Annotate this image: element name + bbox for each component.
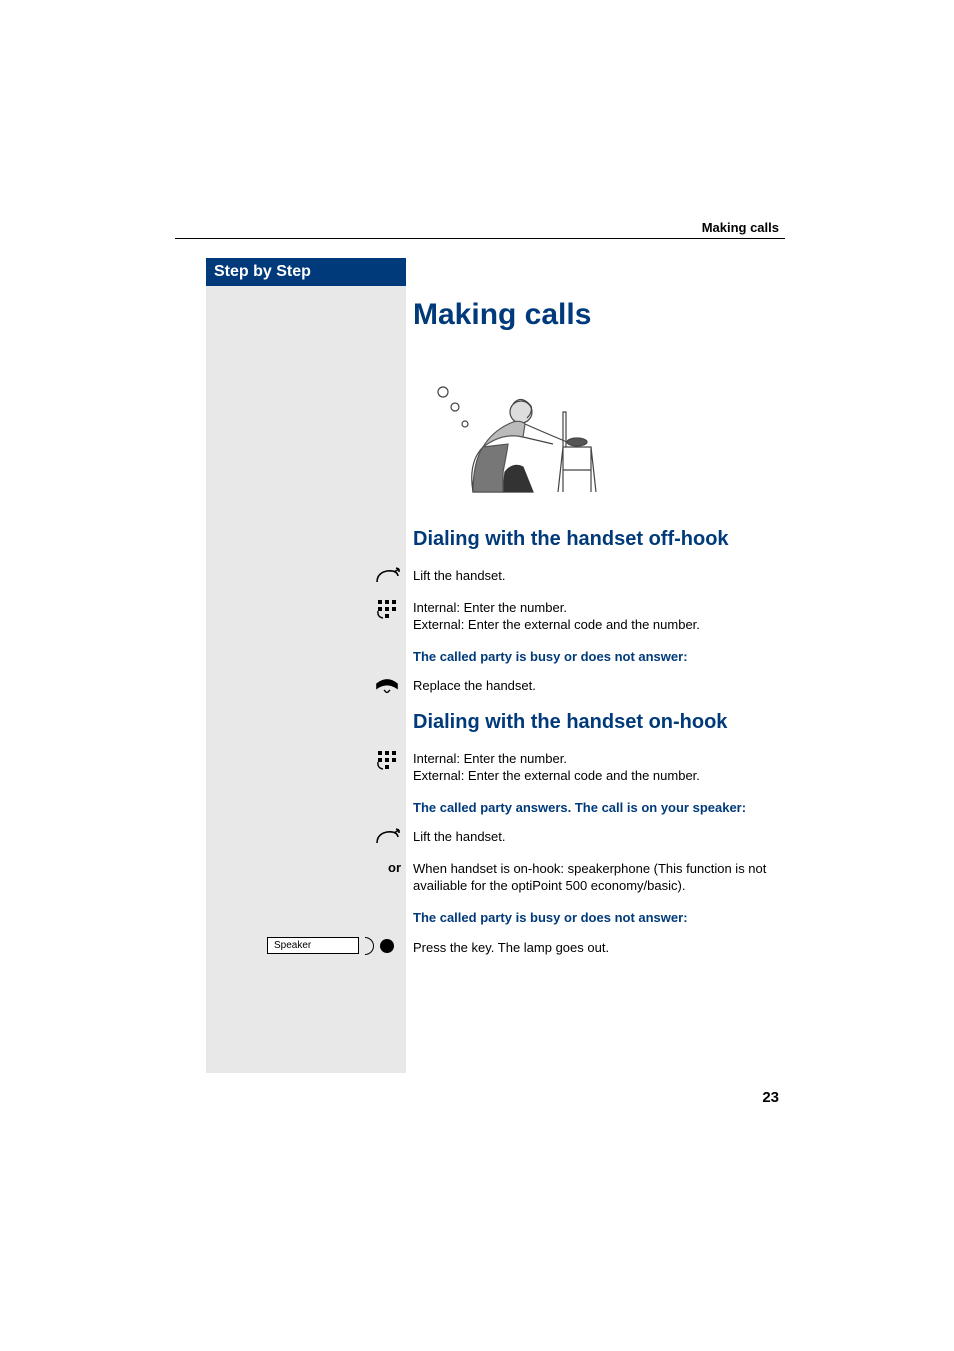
section-heading: Dialing with the handset on-hook <box>413 711 783 734</box>
key-indicator: Speaker <box>267 937 394 955</box>
sub-heading: The called party answers. The call is on… <box>413 799 783 817</box>
header-rule <box>175 238 785 239</box>
manual-page: Making calls Step by Step Making calls <box>0 0 954 1351</box>
illustration <box>413 352 623 512</box>
keypad-icon <box>373 750 401 772</box>
step-text: Press the key. The lamp goes out. <box>413 939 783 957</box>
page-number: 23 <box>762 1089 779 1106</box>
step-line: Internal: Enter the number. <box>413 600 567 615</box>
content-area: Making calls <box>413 258 783 970</box>
step-row: Internal: Enter the number. External: En… <box>413 599 783 634</box>
step-text: Lift the handset. <box>413 567 783 585</box>
step-line: External: Enter the external code and th… <box>413 768 700 783</box>
running-header: Making calls <box>702 220 779 235</box>
step-row: Lift the handset. <box>413 828 783 846</box>
sub-heading: The called party is busy or does not ans… <box>413 648 783 666</box>
step-line: External: Enter the external code and th… <box>413 617 700 632</box>
key-arc-icon <box>365 937 374 955</box>
step-row: Internal: Enter the number. External: En… <box>413 750 783 785</box>
or-label: or <box>373 860 401 875</box>
step-row: Lift the handset. <box>413 567 783 585</box>
sidebar-title: Step by Step <box>206 258 406 286</box>
replace-handset-icon <box>373 677 401 699</box>
step-text: Internal: Enter the number. External: En… <box>413 750 783 785</box>
illustration-svg <box>413 352 623 512</box>
step-row: Replace the handset. <box>413 677 783 695</box>
step-text: Replace the handset. <box>413 677 783 695</box>
keypad-icon <box>373 599 401 621</box>
page-title: Making calls <box>413 298 783 332</box>
section-heading: Dialing with the handset off-hook <box>413 528 783 551</box>
lamp-icon <box>380 939 394 953</box>
speaker-key-label: Speaker <box>267 937 359 954</box>
step-row: Speaker Press the key. The lamp goes out… <box>413 939 783 957</box>
sub-heading: The called party is busy or does not ans… <box>413 909 783 927</box>
step-text: Lift the handset. <box>413 828 783 846</box>
step-row: or When handset is on-hook: speakerphone… <box>413 860 783 895</box>
lift-handset-icon <box>373 828 401 850</box>
step-text: When handset is on-hook: speakerphone (T… <box>413 860 783 895</box>
step-text: Internal: Enter the number. External: En… <box>413 599 783 634</box>
lift-handset-icon <box>373 567 401 589</box>
step-line: Internal: Enter the number. <box>413 751 567 766</box>
